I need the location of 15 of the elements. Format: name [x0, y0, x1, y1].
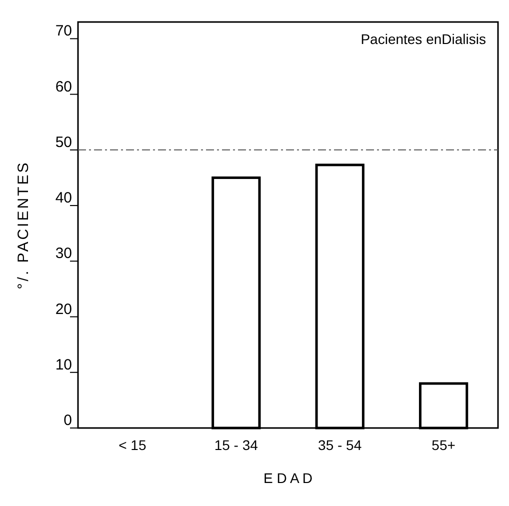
x-tick-label: 15 - 34: [214, 437, 258, 453]
x-tick-label: 55+: [432, 437, 456, 453]
y-tick-label: 10: [55, 356, 72, 374]
y-tick-label: 50: [55, 134, 72, 151]
text: Pacientes enDialisis: [360, 31, 486, 47]
y-tick-label: 30: [55, 245, 72, 262]
x-tick-label: < 15: [118, 437, 146, 453]
y-tick-label: 70: [55, 22, 72, 40]
y-tick-label: 60: [55, 78, 72, 96]
y-tick-label: 20: [55, 300, 72, 318]
y-tick-label: 40: [55, 190, 72, 207]
x-axis-title: E D A D: [263, 470, 313, 486]
y-tick-label: 0: [64, 412, 72, 429]
x-tick-label: 35 - 54: [318, 437, 362, 453]
y-axis-title: °/. PACIENTES: [15, 160, 32, 290]
